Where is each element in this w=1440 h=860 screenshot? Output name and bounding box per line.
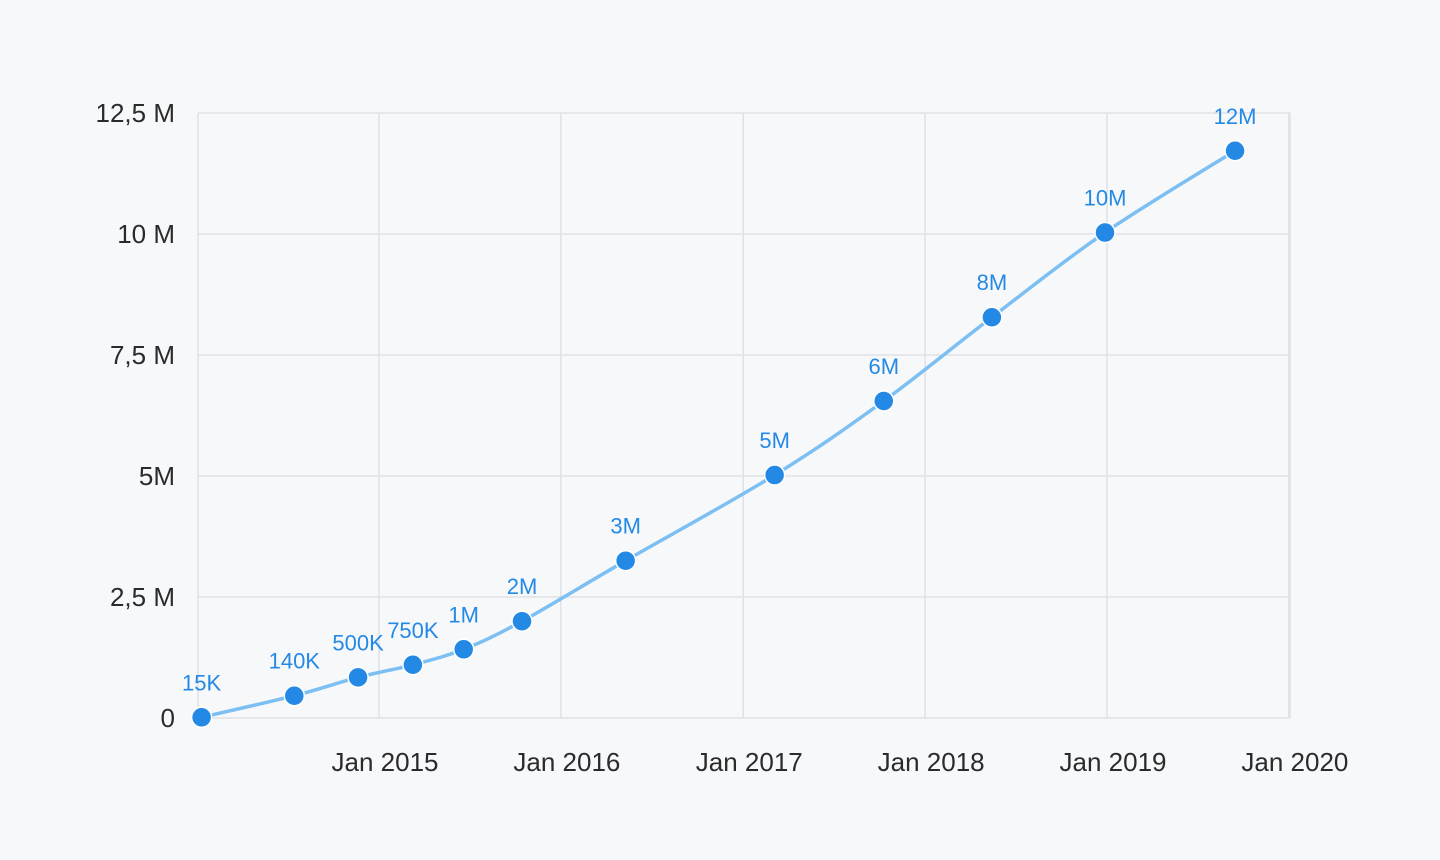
data-label: 500K [332,630,384,655]
x-tick-label: Jan 2015 [332,747,439,777]
y-tick-label: 10 M [117,219,175,249]
data-label: 140K [269,649,321,674]
x-tick-label: Jan 2018 [878,747,985,777]
data-label: 3M [610,514,641,539]
data-label: 5M [759,428,790,453]
data-label: 8M [977,270,1008,295]
data-point[interactable] [402,654,424,676]
data-label: 15K [182,670,221,695]
data-point[interactable] [1094,221,1116,244]
grid [197,112,1291,719]
data-point[interactable] [981,306,1003,328]
data-label: 1M [448,602,479,627]
data-point[interactable] [873,390,895,412]
data-point[interactable] [511,610,533,632]
data-point[interactable] [452,638,475,661]
y-axis-ticks: 0 2,5 M 5M 7,5 M 10 M 12,5 M [96,98,176,733]
data-point[interactable] [1224,140,1246,162]
x-tick-label: Jan 2020 [1241,747,1348,777]
data-point[interactable] [614,549,637,572]
data-point[interactable] [347,666,369,689]
data-label: 6M [868,354,899,379]
y-tick-label: 0 [161,703,175,733]
data-label: 10M [1084,186,1127,211]
x-tick-label: Jan 2017 [696,747,803,777]
data-label: 750K [387,618,439,643]
y-tick-label: 7,5 M [110,340,175,370]
data-point[interactable] [763,464,786,486]
y-tick-label: 12,5 M [96,98,176,128]
data-point[interactable] [283,684,306,707]
data-label: 12M [1214,104,1257,129]
x-tick-label: Jan 2016 [513,747,620,777]
y-tick-label: 5M [139,461,175,491]
data-point[interactable] [190,706,213,729]
data-label: 2M [507,574,538,599]
data-points [190,140,1246,729]
y-tick-label: 2,5 M [110,582,175,612]
x-tick-label: Jan 2019 [1060,747,1167,777]
x-axis-ticks: Jan 2015 Jan 2016 Jan 2017 Jan 2018 Jan 2019… [332,747,1349,777]
